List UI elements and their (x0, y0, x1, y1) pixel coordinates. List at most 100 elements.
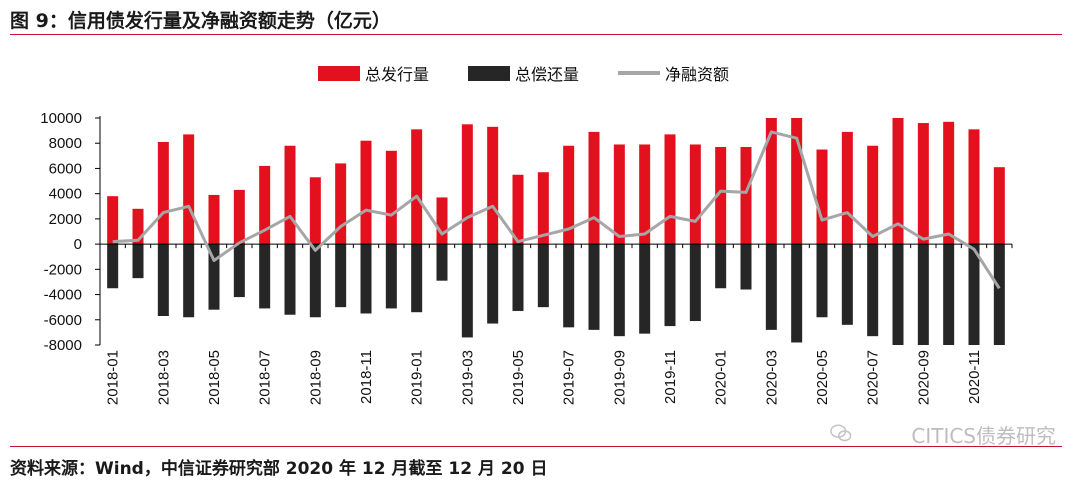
bar-repayment-2020-07 (867, 244, 879, 337)
bar-repayment-2019-09 (613, 244, 625, 337)
bar-repayment-2020-11 (968, 244, 980, 345)
issuance-bars (107, 118, 1005, 245)
legend-label-issuance: 总发行量 (365, 65, 429, 84)
x-tick-label: 2020-07 (865, 350, 882, 405)
x-tick-label: 2019-07 (561, 350, 578, 405)
bar-issuance-2020-07 (867, 145, 879, 245)
bar-issuance-2018-05 (208, 194, 220, 245)
bar-repayment-2019-11 (664, 244, 676, 327)
title-rule (10, 34, 1062, 35)
repayment-bars (107, 244, 1005, 345)
bar-repayment-2020-04 (791, 244, 803, 343)
x-tick-label: 2019-01 (409, 350, 426, 405)
legend: 总发行量 总偿还量 净融资额 (318, 65, 729, 84)
bar-repayment-2020-03 (765, 244, 777, 330)
bar-issuance-2019-05 (512, 174, 524, 245)
x-tick-label: 2020-01 (713, 350, 730, 405)
bar-repayment-2018-08 (284, 244, 296, 315)
x-tick-label: 2019-03 (459, 350, 476, 405)
legend-label-net: 净融资额 (665, 65, 729, 84)
legend-swatch-repayment (468, 66, 510, 81)
bar-repayment-2018-09 (309, 244, 321, 318)
bar-issuance-2019-10 (639, 144, 651, 245)
bar-issuance-2020-02 (740, 147, 752, 245)
bar-repayment-2020-02 (740, 244, 752, 290)
bar-repayment-2018-07 (259, 244, 271, 309)
wechat-icon (830, 424, 852, 442)
y-tick-label: 4000 (49, 186, 82, 203)
x-tick-label: 2020-11 (966, 350, 983, 404)
bar-issuance-2018-06 (233, 189, 245, 245)
bar-repayment-2018-10 (335, 244, 347, 308)
x-tick-label: 2020-03 (763, 350, 780, 405)
x-tick-label: 2019-05 (510, 350, 527, 405)
bar-repayment-2019-02 (436, 244, 448, 281)
bar-issuance-2018-07 (259, 165, 271, 245)
x-tick-label: 2020-05 (814, 350, 831, 405)
y-tick-label: 8000 (49, 135, 82, 152)
bar-repayment-2018-05 (208, 244, 220, 310)
y-tick-label: -6000 (44, 312, 82, 329)
bar-issuance-2019-09 (613, 144, 625, 245)
bar-issuance-2020-08 (892, 118, 904, 245)
bar-repayment-2019-12 (689, 244, 701, 322)
bar-issuance-2020-04 (791, 118, 803, 245)
x-tick-label: 2018-07 (257, 350, 274, 405)
bar-repayment-2019-04 (487, 244, 499, 324)
bar-repayment-2019-01 (411, 244, 423, 313)
x-tick-label: 2018-11 (358, 350, 375, 404)
bar-issuance-2019-02 (436, 197, 448, 245)
bar-issuance-2020-03 (765, 118, 777, 245)
bar-issuance-2019-01 (411, 129, 423, 245)
bar-repayment-2020-05 (816, 244, 828, 318)
bar-issuance-2020-06 (841, 131, 853, 245)
bar-issuance-2018-08 (284, 145, 296, 245)
bar-issuance-2018-12 (385, 150, 397, 245)
bar-issuance-2019-11 (664, 134, 676, 245)
x-tick-label: 2018-05 (206, 350, 223, 405)
chart: 总发行量 总偿还量 净融资额 10000 8000 6000 4000 2000 0 -20… (40, 65, 1013, 405)
y-tick-label: -4000 (44, 287, 82, 304)
bar-repayment-2018-11 (360, 244, 372, 314)
bar-issuance-2018-11 (360, 140, 372, 245)
x-tick-label: 2018-01 (105, 350, 122, 405)
bar-repayment-2019-05 (512, 244, 524, 311)
x-axis (99, 243, 1013, 249)
bar-issuance-2018-10 (335, 163, 347, 245)
bar-repayment-2018-06 (233, 244, 245, 298)
x-tick-label: 2019-11 (662, 350, 679, 404)
bar-repayment-2019-03 (461, 244, 473, 338)
source-note: 资料来源：Wind，中信证券研究部 2020 年 12 月截至 12 月 20 … (10, 459, 548, 479)
legend-label-repayment: 总偿还量 (515, 65, 579, 84)
bar-repayment-2020-10 (943, 244, 955, 345)
y-tick-label: 2000 (49, 211, 82, 228)
bar-repayment-2019-08 (588, 244, 600, 330)
bar-repayment-2020-01 (715, 244, 727, 289)
bar-issuance-2018-02 (132, 208, 144, 245)
bar-repayment-2019-10 (639, 244, 651, 334)
legend-swatch-issuance (318, 66, 360, 81)
x-tick-label: 2019-09 (611, 350, 628, 405)
bar-repayment-2018-03 (157, 244, 169, 316)
bar-issuance-2019-08 (588, 131, 600, 245)
y-tick-label: 10000 (40, 110, 82, 127)
bar-repayment-2018-12 (385, 244, 397, 309)
bar-repayment-2020-12 (993, 244, 1005, 345)
bar-issuance-2020-12 (993, 167, 1005, 245)
bar-issuance-2018-03 (157, 141, 169, 245)
y-tick-label: -2000 (44, 261, 82, 278)
bar-repayment-2018-04 (183, 244, 195, 318)
net-financing-polyline (112, 130, 1001, 290)
bar-issuance-2018-01 (107, 196, 119, 245)
bar-repayment-2020-09 (917, 244, 929, 345)
watermark-text: CITICS债券研究 (911, 424, 1056, 448)
figure-title: 图 9：信用债发行量及净融资额走势（亿元） (10, 10, 391, 32)
bar-issuance-2018-09 (309, 177, 321, 245)
y-tick-label: 6000 (49, 160, 82, 177)
bar-repayment-2018-01 (107, 244, 119, 289)
bar-issuance-2019-06 (537, 172, 549, 245)
x-tick-label: 2020-09 (915, 350, 932, 405)
bar-repayment-2019-06 (537, 244, 549, 308)
bar-issuance-2019-04 (487, 126, 499, 245)
bar-issuance-2020-05 (816, 149, 828, 245)
